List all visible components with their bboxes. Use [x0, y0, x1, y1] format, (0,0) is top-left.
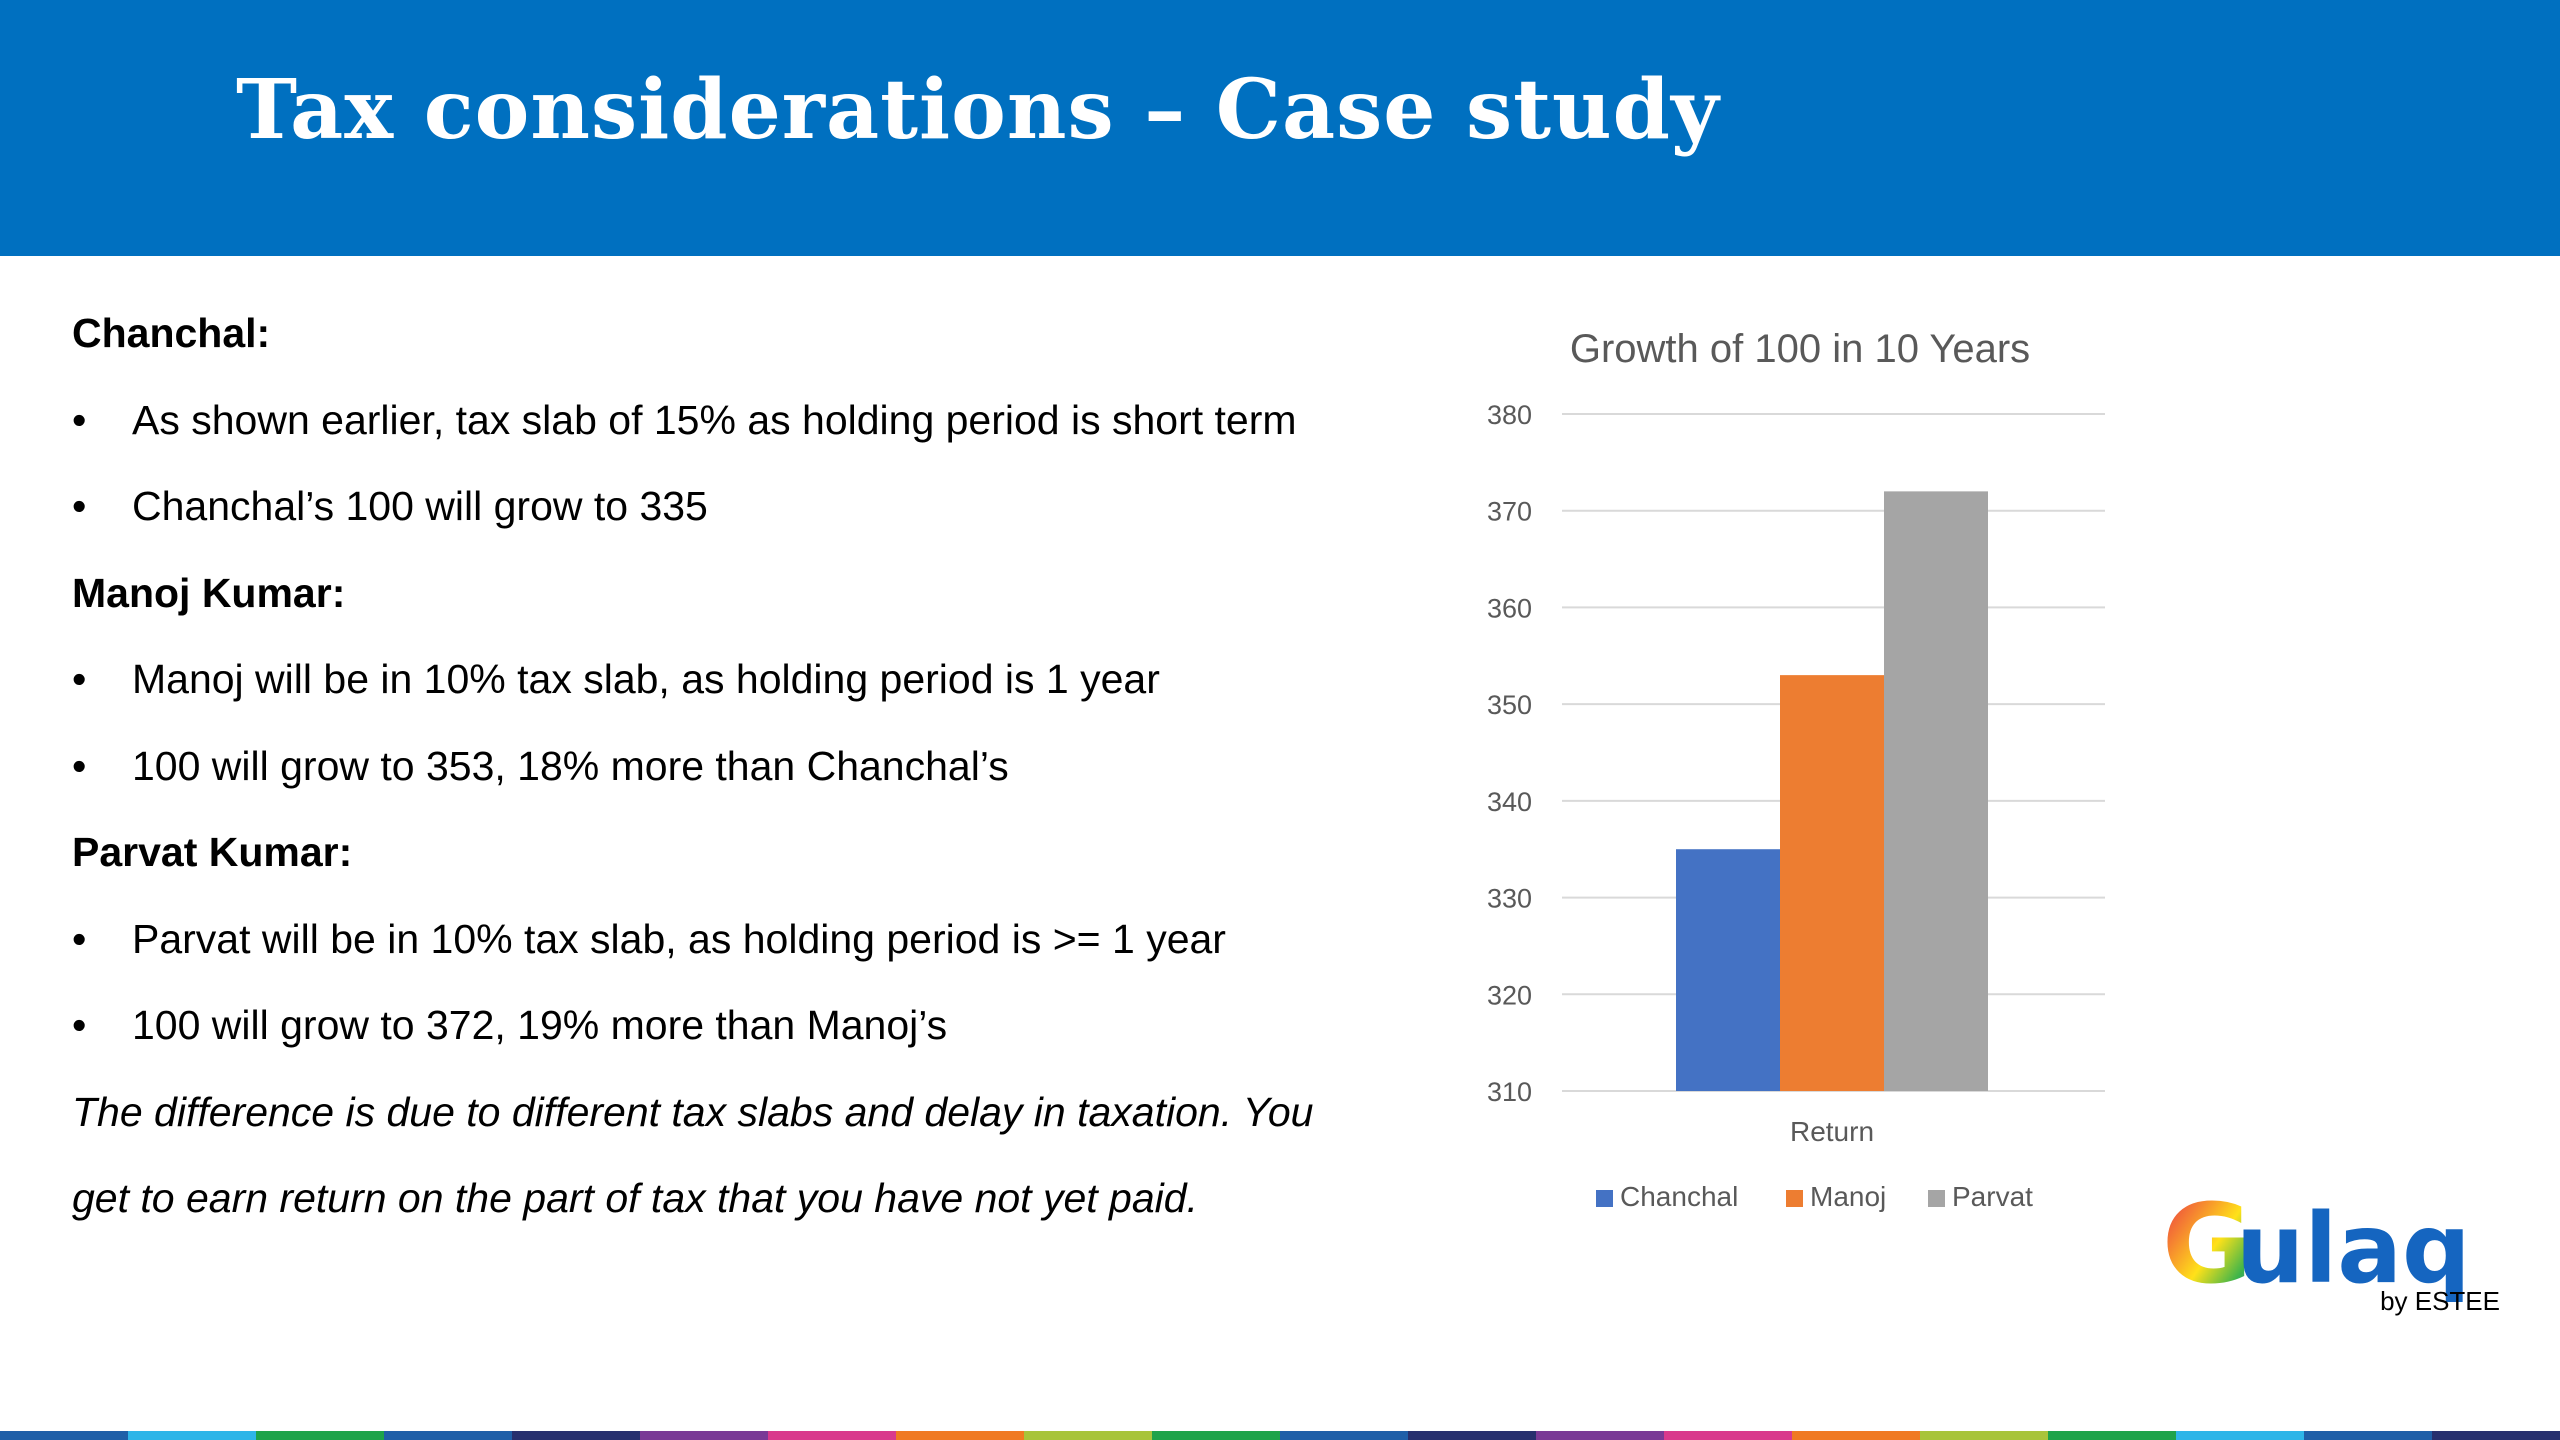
bullet-item: • 100 will grow to 353, 18% more than Cha…	[72, 723, 1412, 810]
section-parvat: Parvat Kumar: • Parvat will be in 10% tax…	[72, 809, 1412, 1069]
x-category-label: Return	[1790, 1116, 1874, 1147]
stripe-segment	[2432, 1431, 2560, 1440]
bars	[1676, 491, 1988, 1091]
stripe-segment	[2176, 1431, 2304, 1440]
bullet-item: • Parvat will be in 10% tax slab, as hold…	[72, 896, 1412, 983]
slide-body: Chanchal: • As shown earlier, tax slab of…	[72, 290, 1412, 1242]
note-line: The difference is due to different tax s…	[72, 1088, 1314, 1135]
bullet-text: Chanchal’s 100 will grow to 335	[132, 483, 708, 529]
legend-swatch	[1786, 1190, 1803, 1207]
growth-bar-chart: Growth of 100 in 10 Years 310 320 330 340 35…	[1487, 327, 2105, 1212]
y-tick-label: 310	[1487, 1077, 1532, 1107]
logo-wordmark: ulaq	[2236, 1193, 2471, 1305]
y-tick-label: 330	[1487, 884, 1532, 914]
y-tick-label: 350	[1487, 690, 1532, 720]
legend-swatch	[1596, 1190, 1613, 1207]
note-line: get to earn return on the part of tax th…	[72, 1175, 1198, 1221]
logo-byline: by ESTEE	[2380, 1286, 2500, 1316]
stripe-segment	[1152, 1431, 1280, 1440]
section-chanchal: Chanchal: • As shown earlier, tax slab of…	[72, 290, 1412, 550]
bullet-item: • Manoj will be in 10% tax slab, as holdi…	[72, 636, 1412, 723]
stripe-segment	[896, 1431, 1024, 1440]
legend-label: Manoj	[1810, 1181, 1886, 1212]
y-tick-label: 340	[1487, 787, 1532, 817]
y-tick-label: 320	[1487, 980, 1532, 1010]
stripe-segment	[2304, 1431, 2432, 1440]
chart-title: Growth of 100 in 10 Years	[1570, 327, 2030, 371]
bullet-icon: •	[72, 396, 87, 443]
stripe-segment	[1536, 1431, 1664, 1440]
bullet-item: • 100 will grow to 372, 19% more than Man…	[72, 982, 1412, 1069]
bullet-item: • As shown earlier, tax slab of 15% as ho…	[72, 377, 1412, 464]
bullet-icon: •	[72, 656, 87, 702]
slide-title: Tax considerations – Case study	[236, 62, 1720, 158]
bar-manoj	[1780, 675, 1884, 1091]
stripe-segment	[640, 1431, 768, 1440]
bar-chanchal	[1676, 849, 1780, 1091]
stripe-segment	[1792, 1431, 1920, 1440]
section-manoj: Manoj Kumar: • Manoj will be in 10% tax s…	[72, 550, 1412, 810]
bullet-text: 100 will grow to 372, 19% more than Mano…	[132, 1002, 948, 1048]
y-tick-label: 360	[1487, 593, 1532, 623]
color-stripe	[0, 1431, 2560, 1440]
logo-g-letter: G	[2162, 1190, 2252, 1308]
stripe-segment	[1408, 1431, 1536, 1440]
stripe-segment	[1280, 1431, 1408, 1440]
title-bar: Tax considerations – Case study	[0, 0, 2560, 256]
stripe-segment	[768, 1431, 896, 1440]
stripe-segment	[1664, 1431, 1792, 1440]
bullet-text: Manoj will be in 10% tax slab, as holdin…	[132, 656, 1160, 702]
stripe-segment	[384, 1431, 512, 1440]
stripe-segment	[512, 1431, 640, 1440]
y-tick-label: 370	[1487, 497, 1532, 527]
bullet-item: • Chanchal’s 100 will grow to 335	[72, 463, 1412, 550]
bullet-icon: •	[72, 483, 87, 529]
stripe-segment	[0, 1431, 128, 1440]
stripe-segment	[1920, 1431, 2048, 1440]
stripe-segment	[128, 1431, 256, 1440]
chart-legend: Chanchal Manoj Parvat	[1596, 1181, 2033, 1212]
y-tick-label: 380	[1487, 400, 1532, 430]
stripe-segment	[1024, 1431, 1152, 1440]
legend-label: Parvat	[1952, 1181, 2033, 1212]
bar-parvat	[1884, 491, 1988, 1091]
section-heading: Manoj Kumar:	[72, 569, 346, 616]
bullet-icon: •	[72, 915, 87, 962]
stripe-segment	[2048, 1431, 2176, 1440]
bullet-text: Parvat will be in 10% tax slab, as holdi…	[132, 915, 1226, 962]
stripe-segment	[256, 1431, 384, 1440]
legend-swatch	[1928, 1190, 1945, 1207]
bullet-text: 100 will grow to 353, 18% more than Chan…	[132, 742, 1009, 789]
section-heading: Chanchal:	[72, 310, 271, 356]
bullet-text: As shown earlier, tax slab of 15% as hol…	[132, 396, 1297, 443]
section-heading: Parvat Kumar:	[72, 829, 353, 875]
bullet-icon: •	[72, 742, 87, 789]
bullet-icon: •	[72, 1002, 87, 1048]
y-axis-ticks: 310 320 330 340 350 360 370 380	[1487, 400, 1532, 1107]
legend-label: Chanchal	[1620, 1181, 1738, 1212]
gulaq-logo: G ulaq by ESTEE	[2162, 1190, 2500, 1316]
